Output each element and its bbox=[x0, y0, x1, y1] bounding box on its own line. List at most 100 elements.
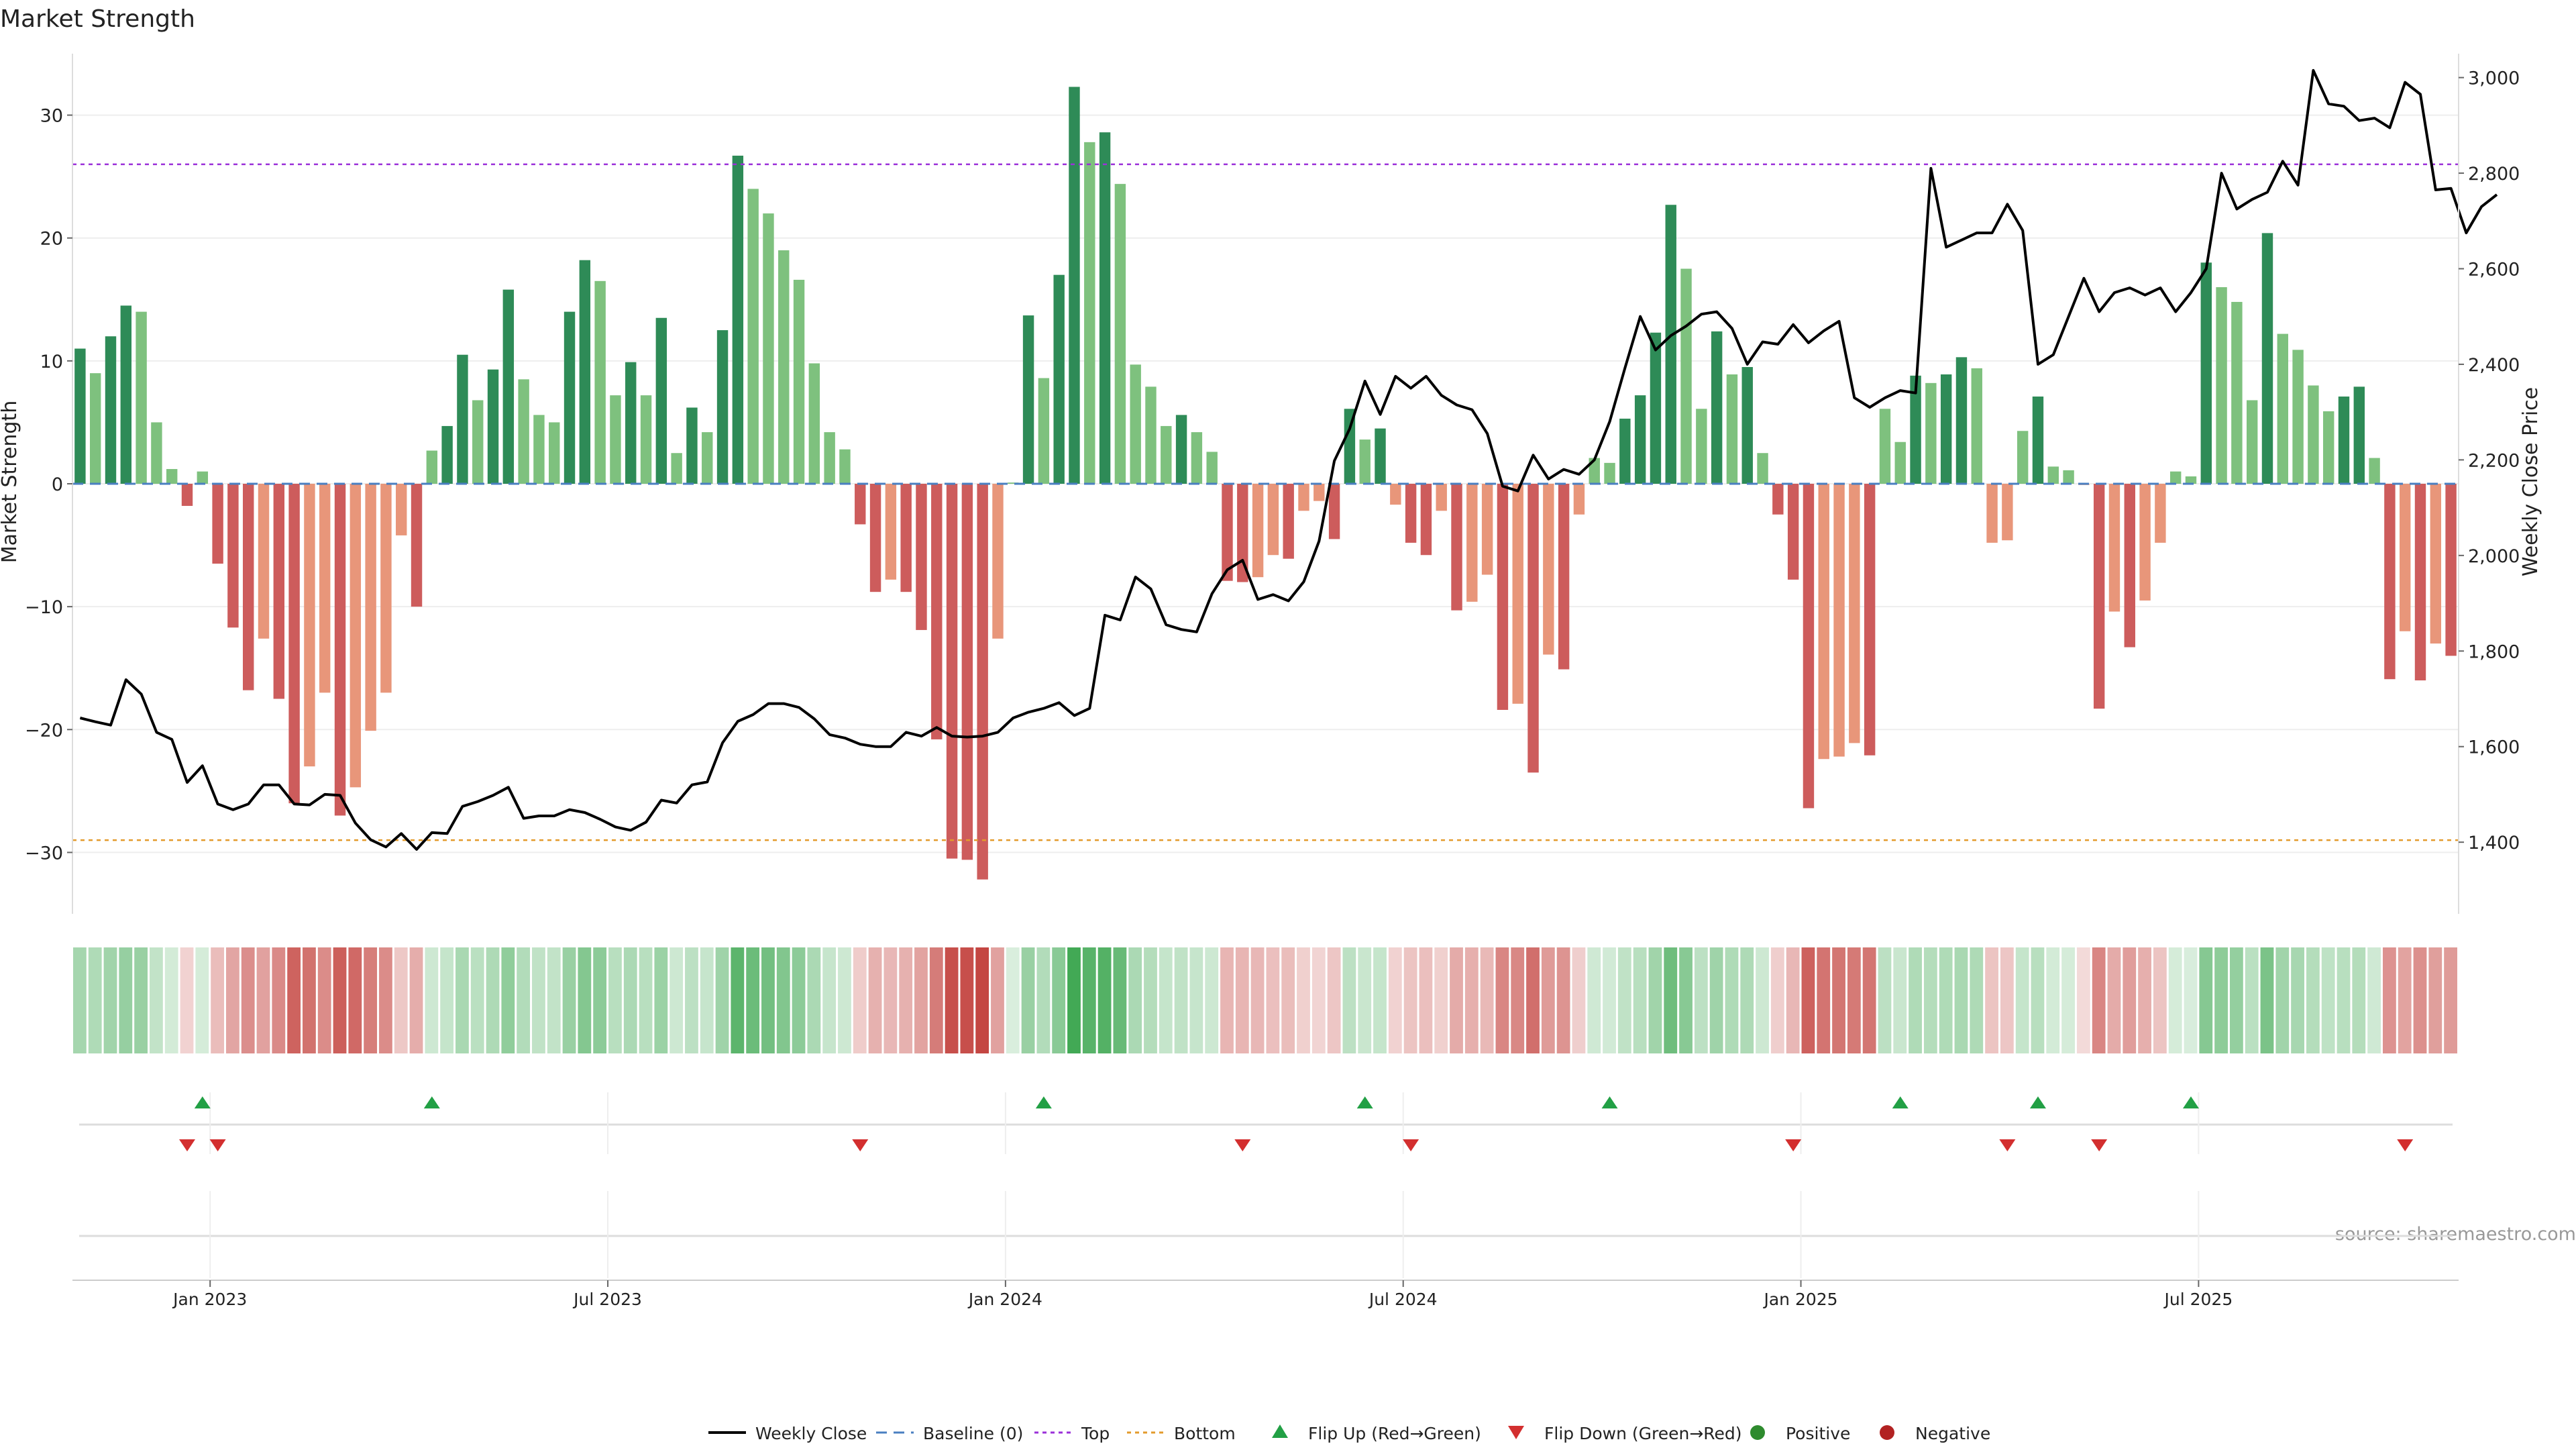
heat-cell bbox=[1664, 947, 1678, 1053]
strength-bar bbox=[2338, 396, 2350, 484]
strength-bar bbox=[640, 395, 652, 484]
strength-bar bbox=[2277, 333, 2288, 484]
strength-bar bbox=[2124, 484, 2135, 647]
strength-bar bbox=[1849, 484, 1860, 743]
strength-bar bbox=[258, 484, 270, 639]
heat-cell bbox=[669, 947, 684, 1053]
strength-bar bbox=[2353, 386, 2365, 484]
heat-cell bbox=[1709, 947, 1723, 1053]
heat-cell bbox=[776, 947, 790, 1053]
strength-bar bbox=[1955, 357, 1968, 484]
strength-bar bbox=[2185, 476, 2197, 484]
y-tick-label: −20 bbox=[25, 720, 63, 741]
heat-cell bbox=[1174, 947, 1188, 1053]
heat-cell bbox=[501, 947, 515, 1053]
heat-cell bbox=[303, 947, 316, 1053]
heat-cell bbox=[562, 947, 576, 1053]
flip-up-marker bbox=[1601, 1096, 1618, 1108]
heat-cell bbox=[1189, 947, 1203, 1053]
legend-item: Baseline (0) bbox=[876, 1424, 1023, 1443]
heat-cell bbox=[1909, 947, 1922, 1053]
y2-tick-label: 2,800 bbox=[2468, 164, 2520, 185]
y2-tick-label: 2,400 bbox=[2468, 355, 2520, 376]
strength-bar bbox=[1344, 409, 1356, 484]
heat-cell bbox=[73, 947, 87, 1053]
flip-up-marker bbox=[1356, 1096, 1373, 1108]
heat-cell bbox=[1220, 947, 1234, 1053]
heat-cell bbox=[2428, 947, 2443, 1053]
strength-bar bbox=[1390, 484, 1401, 505]
strength-bar bbox=[2308, 385, 2319, 484]
heat-cell bbox=[929, 947, 943, 1053]
flip-up-marker bbox=[194, 1096, 211, 1108]
strength-bar bbox=[1375, 428, 1386, 484]
strength-bar bbox=[1879, 409, 1891, 484]
heat-cell bbox=[88, 947, 102, 1053]
heat-cell bbox=[608, 947, 622, 1053]
strength-bar bbox=[977, 484, 988, 880]
strength-bar bbox=[564, 311, 576, 484]
y2-tick-label: 1,800 bbox=[2468, 641, 2520, 662]
heat-cell bbox=[1113, 947, 1127, 1053]
heat-cell bbox=[409, 947, 423, 1053]
flip-down-marker bbox=[1785, 1139, 1802, 1151]
heat-cell bbox=[2260, 947, 2274, 1053]
flip-down-marker bbox=[179, 1139, 196, 1151]
strength-bar bbox=[1359, 439, 1371, 484]
strength-bar bbox=[1757, 453, 1768, 484]
x-tick-label: Jul 2025 bbox=[2163, 1290, 2233, 1309]
heat-cell bbox=[2229, 947, 2243, 1053]
heat-cell bbox=[1327, 947, 1341, 1053]
heat-cell bbox=[333, 947, 347, 1053]
heat-cell bbox=[2367, 947, 2381, 1053]
heat-cell bbox=[1128, 947, 1142, 1053]
heat-cell bbox=[2245, 947, 2259, 1053]
heat-cell bbox=[2398, 947, 2412, 1053]
heat-cell bbox=[2123, 947, 2137, 1053]
strength-bar bbox=[487, 369, 499, 484]
strength-bar bbox=[365, 484, 376, 731]
strength-bar bbox=[120, 305, 132, 484]
heat-cell bbox=[1281, 947, 1295, 1053]
heat-cell bbox=[2031, 947, 2045, 1053]
heat-cell bbox=[1373, 947, 1387, 1053]
strength-bar bbox=[1038, 378, 1050, 484]
strength-bar bbox=[1114, 184, 1126, 484]
heat-cell bbox=[394, 947, 408, 1053]
heat-cell bbox=[853, 947, 867, 1053]
heat-cell bbox=[547, 947, 561, 1053]
heat-cell bbox=[639, 947, 653, 1053]
strength-bar bbox=[74, 348, 86, 484]
heat-cell bbox=[164, 947, 178, 1053]
strength-bar bbox=[1237, 484, 1248, 582]
heat-cell bbox=[195, 947, 209, 1053]
strength-bar bbox=[411, 484, 423, 607]
strength-bar bbox=[702, 432, 713, 484]
heat-cell bbox=[960, 947, 974, 1053]
strength-bar bbox=[1665, 205, 1676, 484]
flip-down-marker bbox=[1999, 1139, 2016, 1151]
heat-cell bbox=[1036, 947, 1051, 1053]
legend-swatch-tri-up bbox=[1272, 1424, 1288, 1438]
strength-bar bbox=[1161, 425, 1172, 484]
strength-bar bbox=[2032, 396, 2044, 484]
heat-cell bbox=[2444, 947, 2457, 1053]
heat-cell bbox=[1786, 947, 1800, 1053]
strength-bar bbox=[778, 250, 790, 484]
heat-cell bbox=[486, 947, 500, 1053]
strength-bar bbox=[1604, 462, 1615, 484]
legend-label: Top bbox=[1081, 1424, 1110, 1443]
heat-cell bbox=[899, 947, 913, 1053]
heat-cell bbox=[1756, 947, 1769, 1053]
y2-axis-label: Weekly Close Price bbox=[2519, 387, 2542, 576]
strength-bar bbox=[1940, 374, 1952, 484]
strength-bar bbox=[89, 373, 101, 484]
strength-bar bbox=[1405, 484, 1417, 543]
strength-bar bbox=[1328, 484, 1340, 539]
heat-cell bbox=[1617, 947, 1631, 1053]
heat-cell bbox=[2352, 947, 2366, 1053]
strength-bar bbox=[1741, 367, 1753, 484]
heat-cell bbox=[211, 947, 225, 1053]
heat-cell bbox=[440, 947, 454, 1053]
heat-cell bbox=[2184, 947, 2198, 1053]
